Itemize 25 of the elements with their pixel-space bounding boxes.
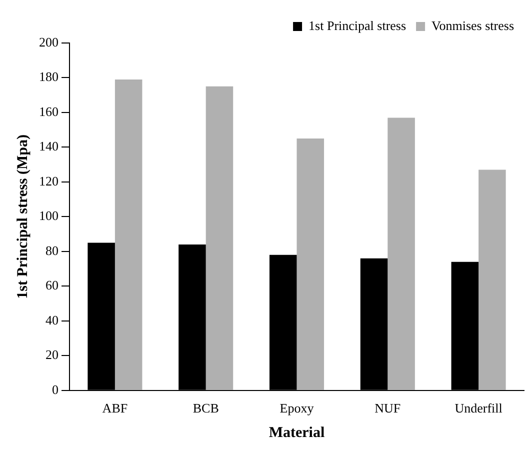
legend-label: Vonmises stress bbox=[432, 18, 514, 33]
y-tick-label: 160 bbox=[39, 104, 58, 119]
y-tick-label: 80 bbox=[46, 242, 58, 258]
x-tick-label: Underfill bbox=[454, 400, 503, 416]
y-axis-title: 1st Principal stress (Mpa) bbox=[14, 134, 31, 299]
bar bbox=[478, 170, 506, 390]
y-tick-label: 200 bbox=[39, 34, 58, 50]
x-axis-title: Material bbox=[268, 424, 325, 441]
legend-label: 1st Principal stress bbox=[308, 18, 406, 33]
y-tick-label: 180 bbox=[39, 69, 58, 84]
bar bbox=[388, 118, 415, 390]
y-tick-label: 120 bbox=[39, 173, 58, 188]
bar bbox=[296, 138, 324, 390]
x-tick-label: NUF bbox=[374, 400, 401, 416]
y-tick-label: 100 bbox=[39, 208, 58, 224]
bar bbox=[206, 86, 234, 390]
y-tick-label: 60 bbox=[46, 278, 58, 293]
y-tick-label: 40 bbox=[46, 312, 58, 328]
x-tick-label: ABF bbox=[102, 400, 128, 416]
y-tick-label: 20 bbox=[46, 347, 58, 362]
x-tick-label: Epoxy bbox=[280, 400, 314, 416]
y-tick-label: 0 bbox=[52, 382, 58, 397]
y-tick-label: 140 bbox=[39, 138, 58, 154]
bar bbox=[114, 79, 142, 390]
x-tick-label: BCB bbox=[192, 400, 220, 416]
